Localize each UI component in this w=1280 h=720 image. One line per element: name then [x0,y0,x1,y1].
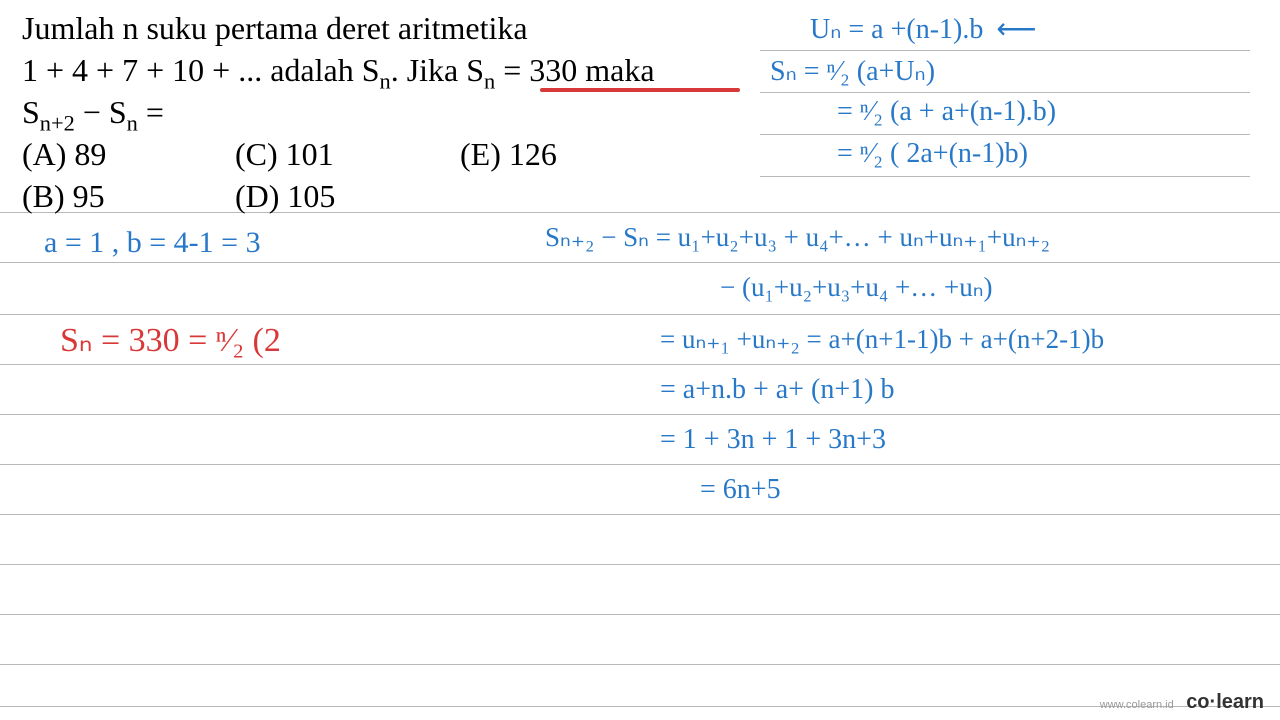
work-line-2: − (u₁+u₂+u₃+u₄ +… +uₙ) [720,272,993,303]
q3-sub2: n [127,110,138,135]
params-ab: a = 1 , b = 4-1 = 3 [44,226,261,260]
rule-line [0,212,1280,213]
q3-part-a: S [22,94,40,130]
work-line-4: = a+n.b + a+ (n+1) b [660,374,894,406]
q2-part-a: 1 + 4 + 7 + 10 + ... adalah S [22,52,379,88]
q2-sub2: n [484,68,495,93]
note-rule [760,50,1250,51]
rule-line [0,262,1280,263]
rule-line [0,414,1280,415]
q2-part-b: . Jika S [391,52,484,88]
footer-url: www.colearn.id [1100,699,1174,711]
q2-part-c: = 330 maka [495,52,654,88]
formula-un: Uₙ = a +(n-1).b ⟵ [810,12,1037,46]
rule-line [0,314,1280,315]
work-line-5: = 1 + 3n + 1 + 3n+3 [660,424,886,456]
option-a: (A) 89 [22,136,106,173]
sn-equals: Sₙ = 330 = ⁿ⁄₂ (2 [60,320,281,360]
work-line-3: = uₙ₊₁ +uₙ₊₂ = a+(n+1-1)b + a+(n+2-1)b [660,324,1104,355]
q2-sub1: n [379,68,390,93]
footer-watermark: www.colearn.id co·learn [1100,691,1264,714]
rule-line [0,614,1280,615]
note-rule [760,92,1250,93]
footer-brand: co·learn [1186,691,1264,713]
note-rule [760,134,1250,135]
rule-line [0,464,1280,465]
rule-line [0,664,1280,665]
work-line-1: Sₙ₊₂ − Sₙ = u₁+u₂+u₃ + u₄+… + uₙ+uₙ₊₁+uₙ… [545,222,1050,253]
red-underline-icon [540,88,740,92]
rule-line [0,364,1280,365]
option-e: (E) 126 [460,136,557,173]
question-line-3: Sn+2 − Sn = [22,94,164,136]
option-b: (B) 95 [22,178,105,215]
q3-part-b: − S [75,94,127,130]
rule-line [0,706,1280,707]
q3-part-c: = [138,94,164,130]
formula-sn-2: = ⁿ⁄₂ (a + a+(n-1).b) [837,96,1056,128]
work-line-6: = 6n+5 [700,474,781,506]
rule-line [0,564,1280,565]
option-d: (D) 105 [235,178,335,215]
question-line-1: Jumlah n suku pertama deret aritmetika [22,10,528,47]
formula-sn-1: Sₙ = ⁿ⁄₂ (a+Uₙ) [770,54,935,88]
formula-sn-3: = ⁿ⁄₂ ( 2a+(n-1)b) [837,138,1028,170]
page: Jumlah n suku pertama deret aritmetika 1… [0,0,1280,720]
q3-sub1: n+2 [40,110,75,135]
arrow-left-icon: ⟵ [996,12,1036,46]
option-c: (C) 101 [235,136,334,173]
note-rule [760,176,1250,177]
rule-line [0,514,1280,515]
formula-un-text: Uₙ = a +(n-1).b [810,14,983,45]
